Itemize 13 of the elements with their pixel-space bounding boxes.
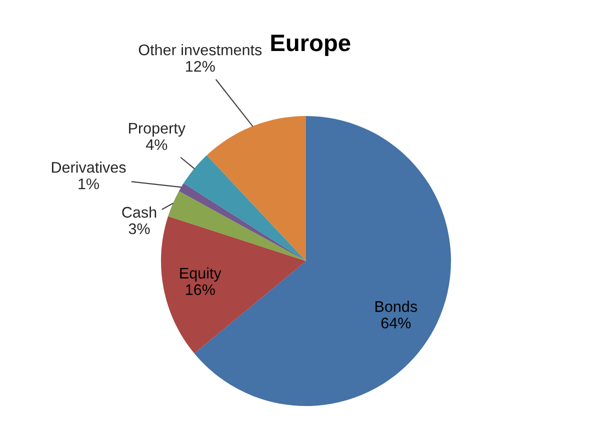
slice-label: Equity bbox=[180, 267, 222, 282]
slice-label: Derivatives bbox=[52, 162, 126, 173]
slice-label: Bonds bbox=[375, 300, 418, 312]
data-label: 3% bbox=[128, 223, 150, 234]
data-label: 1% bbox=[78, 178, 99, 190]
data-label: 16% bbox=[186, 284, 215, 296]
data-label: 64% bbox=[381, 318, 411, 328]
slice-label: Property bbox=[129, 122, 186, 137]
slice-label: Cash bbox=[122, 206, 156, 218]
chart-title: Europe bbox=[271, 34, 350, 56]
slice-label: Other investments bbox=[138, 44, 262, 56]
data-label: 4% bbox=[146, 139, 168, 150]
data-label: 12% bbox=[186, 60, 215, 72]
